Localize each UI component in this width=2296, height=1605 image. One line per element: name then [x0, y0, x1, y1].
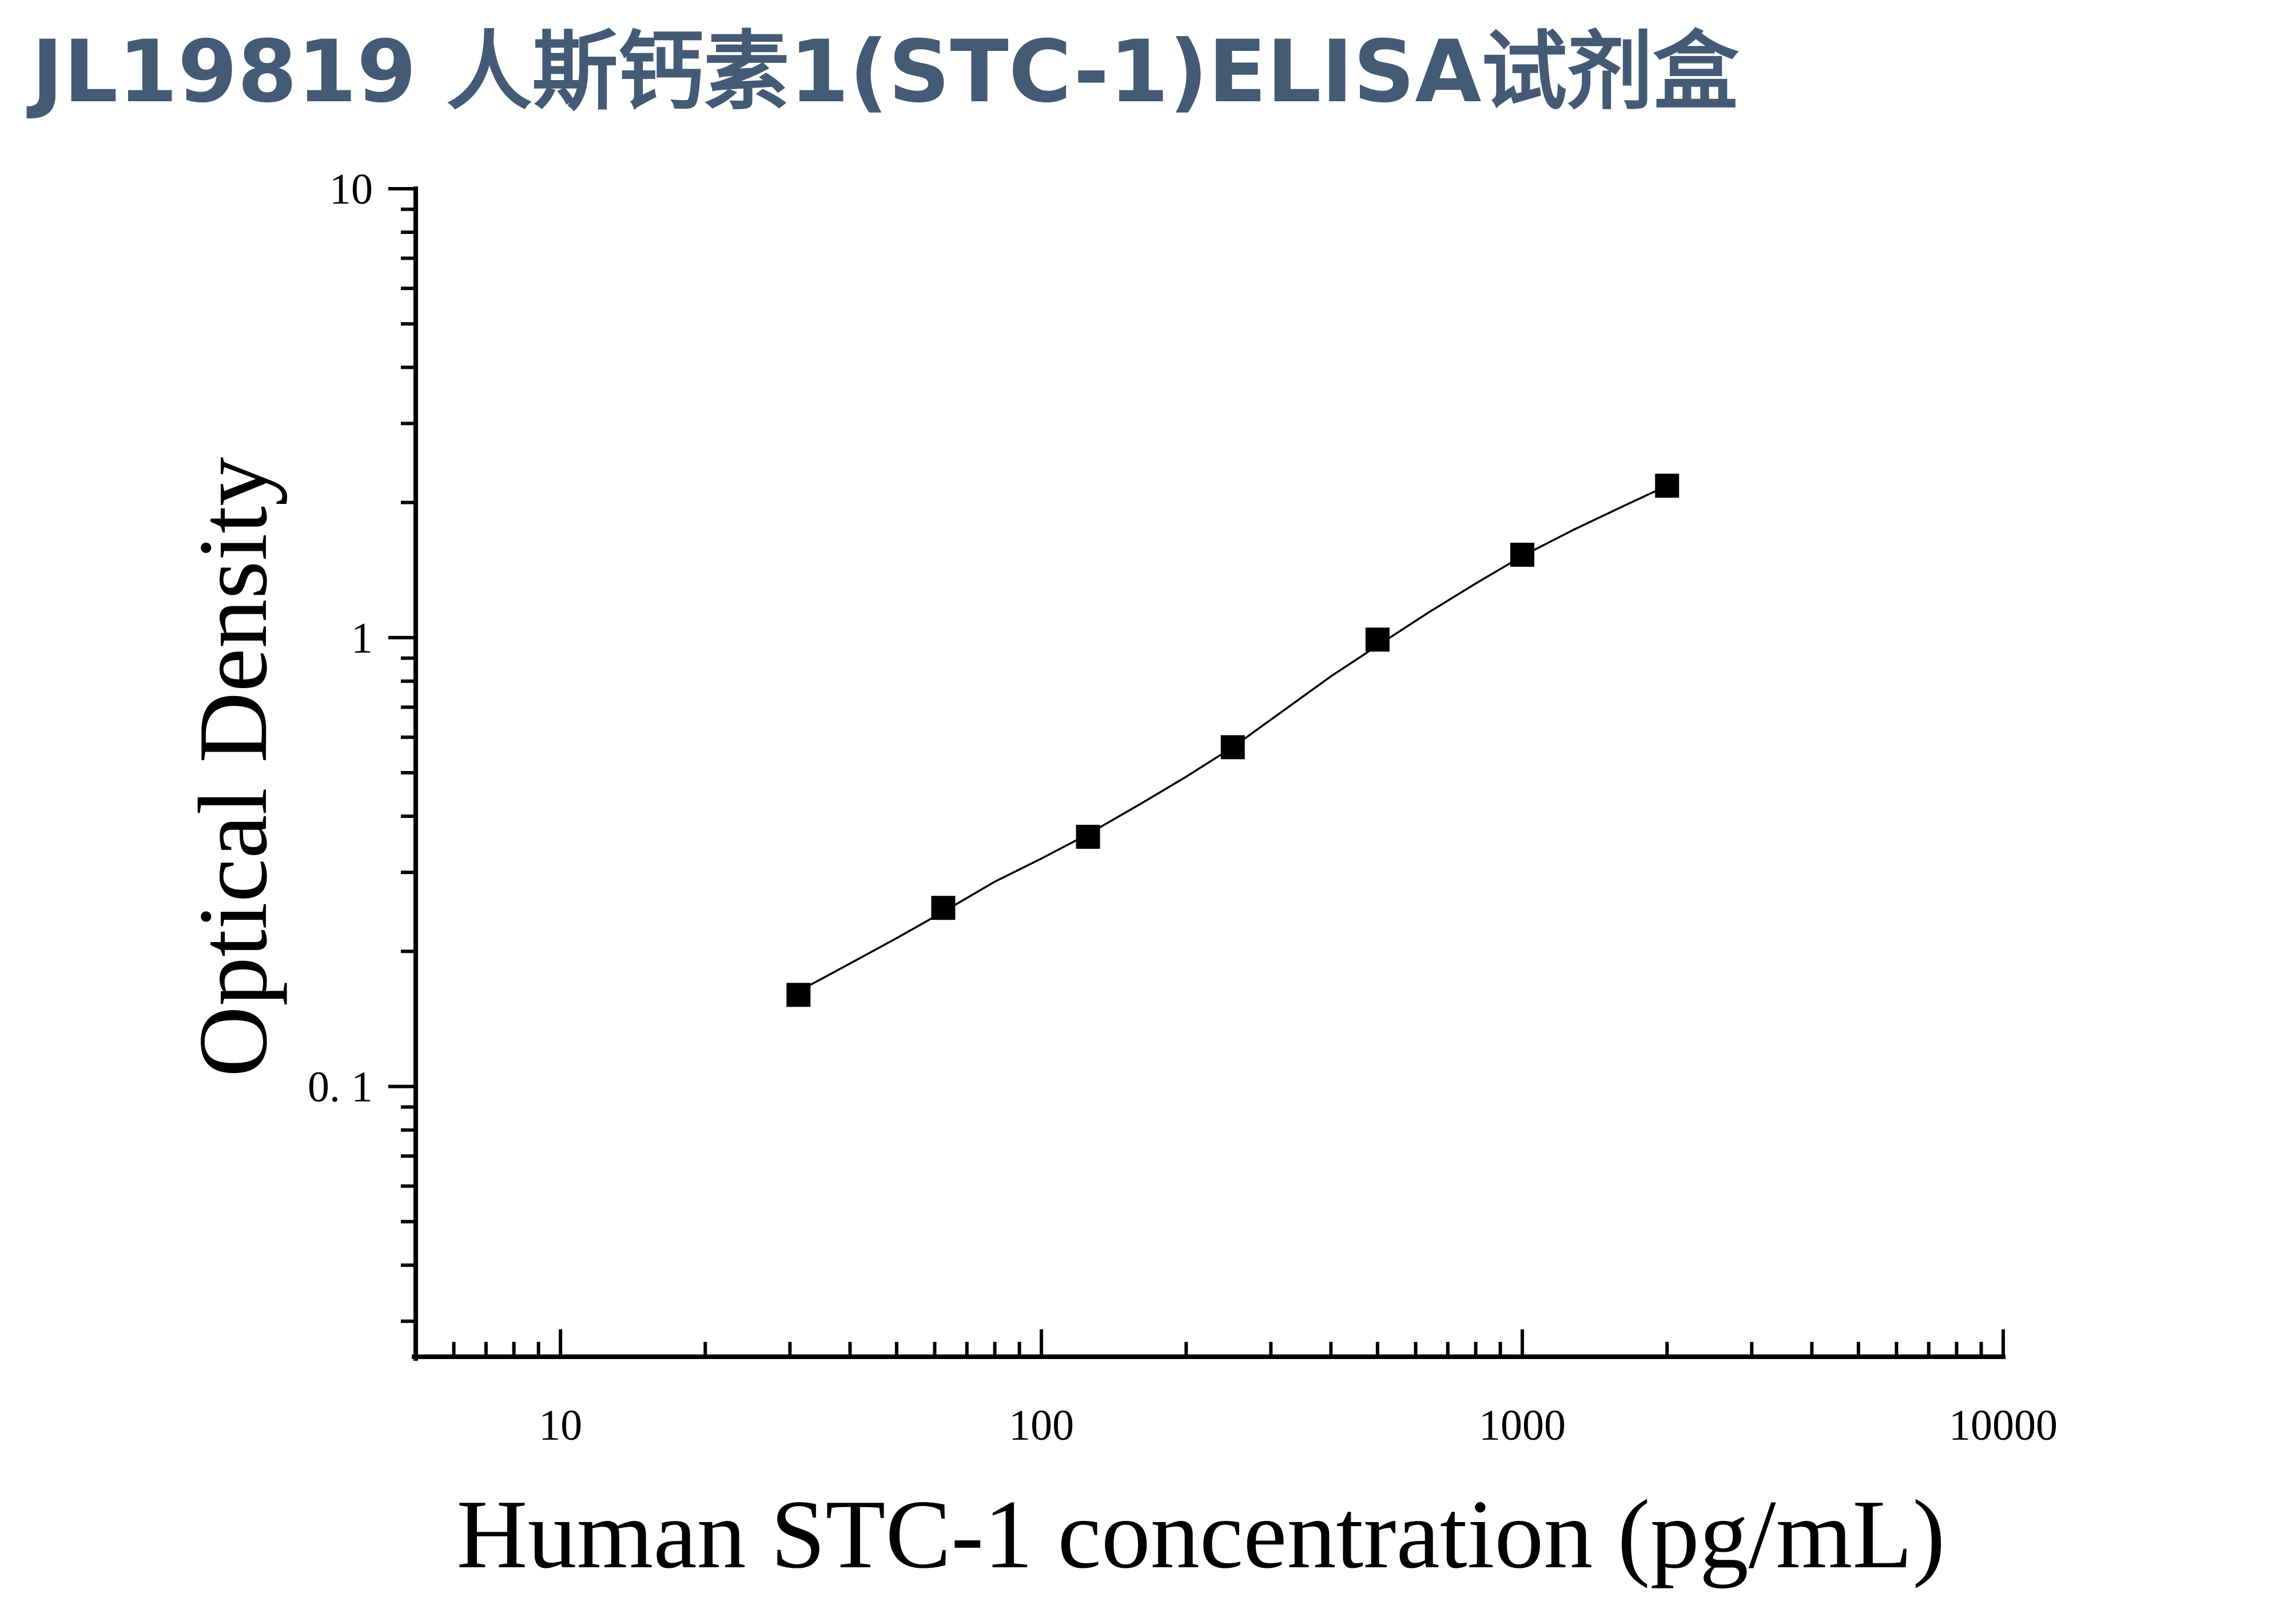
- x-axis-title: Human STC-1 concentration (pg/mL): [456, 1480, 1945, 1589]
- data-point: [931, 896, 956, 920]
- data-points: [786, 474, 1680, 1007]
- data-point: [1510, 542, 1535, 567]
- y-tick-label: 1: [351, 614, 373, 662]
- data-point: [1076, 824, 1100, 849]
- page-title: JL19819 人斯钙素1(STC-1)ELISA试剂盒: [31, 22, 1739, 122]
- chart-axes: [388, 186, 2005, 1361]
- data-point: [786, 983, 811, 1007]
- data-point: [1220, 735, 1245, 760]
- data-point: [1655, 474, 1680, 498]
- x-tick-label: 100: [1009, 1401, 1074, 1449]
- y-tick-label: 0. 1: [308, 1063, 373, 1111]
- axis-labels: 10 100 1000 10000 0. 1 1 10 Human STC-1 concent…: [179, 165, 2058, 1589]
- x-tick-label: 1000: [1479, 1401, 1566, 1449]
- x-tick-label: 10000: [1949, 1401, 2058, 1449]
- data-point: [1365, 627, 1390, 652]
- y-axis-title: Optical Density: [179, 457, 288, 1077]
- x-tick-label: 10: [539, 1401, 582, 1449]
- y-tick-label: 10: [329, 165, 373, 213]
